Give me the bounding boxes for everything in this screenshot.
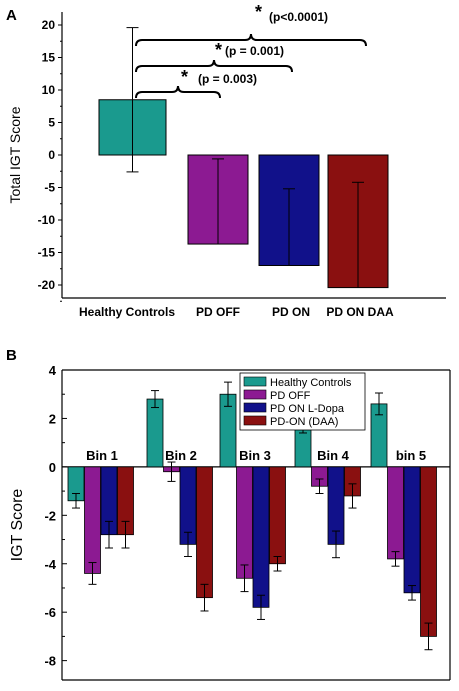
panel-b-y-axis-label: IGT Score [9, 489, 26, 562]
significance-star-3: * [181, 67, 188, 87]
panel-a-y-tick-label: -5 [44, 181, 55, 195]
panel-b-bar-5-3 [403, 466, 421, 594]
significance-p-value-2: (p = 0.001) [225, 44, 284, 58]
panel-b-bar-1-2 [84, 466, 101, 574]
panel-b-legend-label-1: Healthy Controls [270, 377, 352, 389]
panel-a-category-label-3: PD ON [272, 305, 310, 319]
significance-p-value-1: (p<0.0001) [269, 10, 328, 24]
panel-b-y-tick-label: -8 [44, 654, 56, 669]
panel-b-y-tick-label: 2 [49, 411, 56, 426]
panel-b-y-tick-label: 0 [49, 460, 56, 475]
panel-b-bar-5-2 [387, 466, 404, 560]
panel-b-legend-swatch-1 [243, 376, 267, 387]
panel-b-bin-label-1: Bin 1 [86, 448, 118, 463]
panel-a-y-tick-label: 20 [42, 18, 56, 32]
panel-a-y-tick-label: -10 [38, 213, 56, 227]
panel-a-category-label-1: Healthy Controls [79, 305, 175, 319]
panel-b-y-tick-label: -6 [44, 605, 56, 620]
panel-b-bin-label-4: Bin 4 [317, 448, 350, 463]
significance-p-value-3: (p = 0.003) [198, 72, 257, 86]
panel-a-y-tick-label: 0 [48, 148, 55, 162]
panel-b-legend-swatch-4 [243, 415, 267, 426]
panel-b-bar-5-4 [420, 466, 437, 637]
panel-b-y-tick-label: 4 [49, 363, 57, 378]
significance-bracket-1 [135, 33, 367, 47]
panel-b-legend-label-3: PD ON L-Dopa [270, 403, 345, 415]
panel-b-bin-label-3: Bin 3 [239, 448, 271, 463]
panel-a-y-axis-label: Total IGT Score [7, 106, 23, 203]
panel-a-y-tick-label: 15 [42, 51, 56, 65]
panel-a-y-tick-label: -20 [38, 278, 56, 292]
panel-b-bin-label-5: bin 5 [396, 448, 426, 463]
panel-a-chart: A -20 -15 -10 -5 0 5 10 15 20 Total IGT Score Healt… [6, 2, 446, 319]
panel-a-category-label-4: PD ON DAA [326, 305, 394, 319]
panel-a-y-tick-label: -15 [38, 246, 56, 260]
panel-b-legend-label-4: PD-ON (DAA) [270, 416, 338, 428]
significance-bracket-2 [135, 59, 293, 73]
panel-b-y-tick-label: -4 [44, 557, 56, 572]
significance-star-1: * [255, 2, 262, 22]
panel-b-chart: B -8 -6 -4 -2 0 2 4 IGT Score Bin 1 Bin 2 Bin 3 Bin … [6, 347, 451, 681]
panel-b-bar-3-4 [269, 466, 286, 565]
panel-b-bar-3-2 [236, 466, 253, 579]
panel-b-legend-swatch-3 [243, 402, 267, 413]
panel-a-y-tick-label: 10 [42, 83, 56, 97]
significance-star-2: * [215, 40, 222, 60]
panel-a-y-tick-label: 5 [48, 116, 55, 130]
panel-b-bar-2-4 [196, 466, 213, 599]
panel-b-bar-3-3 [252, 466, 270, 608]
panel-a-category-label-2: PD OFF [196, 305, 240, 319]
panel-b-legend-swatch-2 [243, 389, 267, 400]
panel-b-bar-4-1 [294, 427, 312, 468]
panel-b-bar-2-1 [146, 398, 164, 468]
panel-a-label: A [6, 7, 17, 24]
panel-b-bin-label-2: Bin 2 [165, 448, 197, 463]
panel-b-y-tick-label: -2 [44, 508, 56, 523]
significance-bracket-3 [135, 85, 221, 99]
panel-b-label: B [6, 347, 17, 364]
panel-b-legend-label-2: PD OFF [270, 390, 311, 402]
